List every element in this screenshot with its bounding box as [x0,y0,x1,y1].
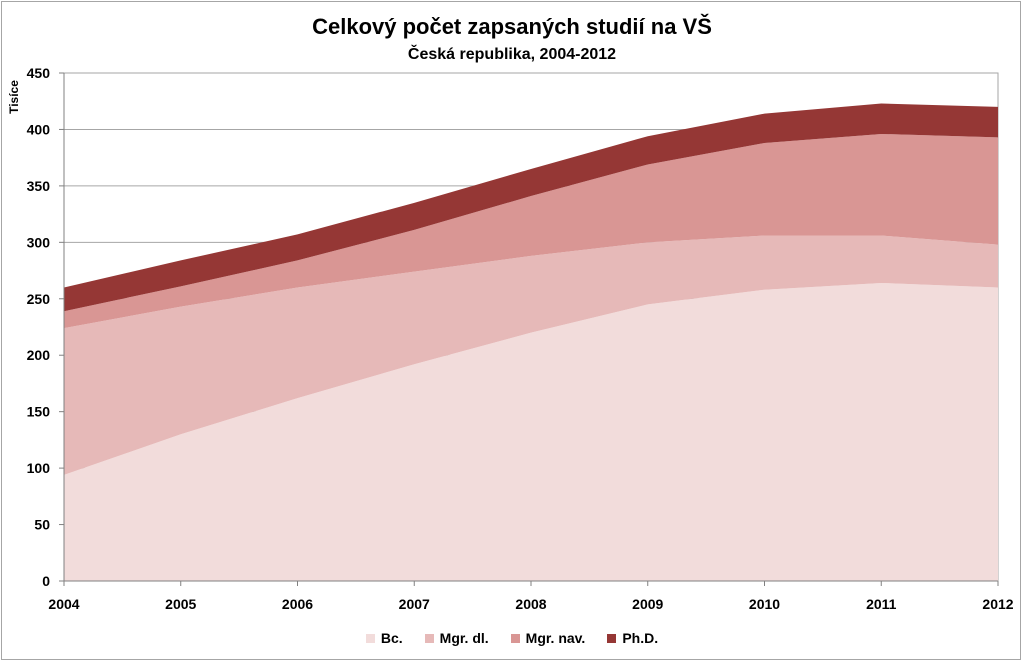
x-tick-label: 2010 [749,596,780,612]
x-tick-label: 2006 [282,596,313,612]
x-tick-label: 2012 [982,596,1013,612]
legend-swatch [510,633,520,643]
legend-swatch [607,633,617,643]
x-tick-label: 2011 [866,596,897,612]
y-tick-label: 100 [27,460,51,476]
legend-label: Mgr. dl. [439,630,489,646]
y-tick-label: 450 [27,65,51,81]
series-area-3 [64,103,998,312]
y-tick-label: 300 [27,234,51,250]
y-tick-label: 50 [34,517,50,533]
y-tick-label: 0 [42,573,50,589]
x-tick-label: 2009 [632,596,663,612]
legend-swatch [365,633,375,643]
legend-label: Ph.D. [622,630,659,646]
y-tick-label: 400 [27,121,51,137]
y-tick-label: 200 [27,347,51,363]
series-area-0 [64,282,998,581]
legend: Bc. Mgr. dl. Mgr. nav. Ph.D. [0,630,1024,646]
legend-item-2: Mgr. nav. [510,630,586,646]
x-tick-label: 2008 [515,596,546,612]
legend-item-1: Mgr. dl. [424,630,489,646]
series-area-2 [64,133,998,329]
chart-subtitle: Česká republika, 2004-2012 [407,46,617,63]
x-tick-label: 2004 [48,596,79,612]
chart-title: Celkový počet zapsaných studií na VŠ [312,14,712,39]
y-tick-label: 250 [27,291,51,307]
x-tick-label: 2007 [399,596,430,612]
legend-item-0: Bc. [365,630,403,646]
legend-item-3: Ph.D. [607,630,658,646]
legend-swatch [424,633,434,643]
series-area-1 [64,235,998,475]
y-tick-label: 350 [27,178,51,194]
legend-label: Bc. [380,630,403,646]
y-tick-label: 150 [27,404,51,420]
legend-label: Mgr. nav. [525,630,586,646]
x-tick-label: 2005 [165,596,196,612]
